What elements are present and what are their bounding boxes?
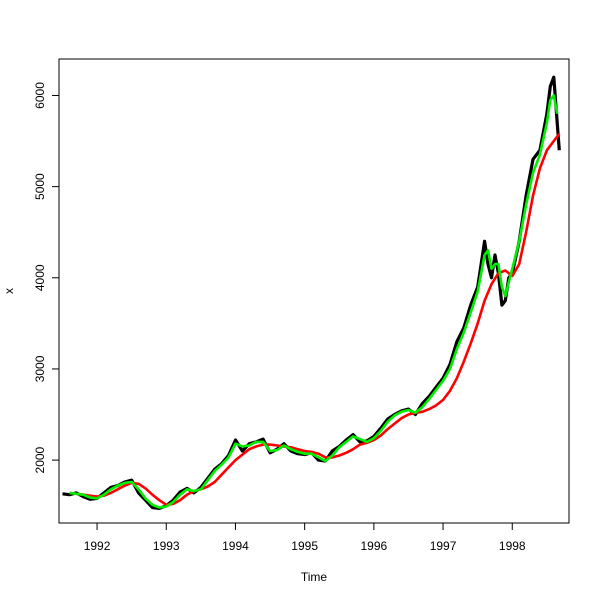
- y-tick-label: 6000: [33, 82, 47, 109]
- x-tick-label: 1998: [499, 539, 526, 553]
- x-axis: 1992 1993 1994 1995 1996 1997 1998: [84, 522, 526, 553]
- series-line-3: [69, 94, 559, 509]
- x-tick-label: 1997: [430, 539, 457, 553]
- series-line-2: [69, 133, 561, 507]
- x-tick-label: 1995: [291, 539, 318, 553]
- y-tick-label: 4000: [33, 264, 47, 291]
- x-tick-label: 1992: [84, 539, 111, 553]
- x-tick-label: 1994: [222, 539, 249, 553]
- x-tick-label: 1993: [153, 539, 180, 553]
- y-tick-label: 3000: [33, 355, 47, 382]
- series-line-1: [62, 75, 561, 510]
- x-axis-label: Time: [301, 570, 328, 584]
- y-tick-label: 5000: [33, 173, 47, 200]
- plot-area: [62, 75, 561, 510]
- y-tick-label: 2000: [33, 446, 47, 473]
- y-axis-label: x: [2, 288, 16, 294]
- y-axis: 2000 3000 4000 5000 6000: [33, 82, 60, 473]
- x-tick-label: 1996: [361, 539, 388, 553]
